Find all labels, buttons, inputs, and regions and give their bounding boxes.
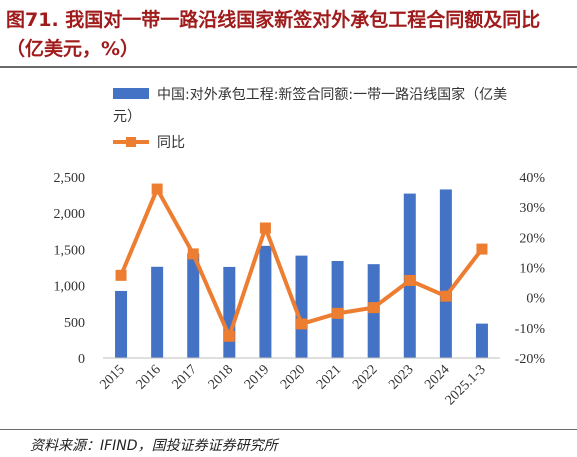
line-series [115,183,488,342]
yoy-point [223,330,235,342]
right-axis-tick-label: 10% [519,262,545,277]
bar [439,189,452,358]
left-axis-tick-label: 1,500 [54,243,86,258]
legend: 中国:对外承包工程:新签合同额:一带一路沿线国家（亿美元） 同比 [113,86,507,151]
x-axis-tick-label: 2024 [422,362,452,392]
bar [187,253,200,358]
x-axis: 2015 2016 2017 2018 2019 2020 2021 2022 2023 2024… [97,362,488,408]
footer-divider [0,429,577,430]
yoy-point [332,307,344,319]
x-axis-tick-label: 2016 [134,362,164,392]
x-axis-tick-label: 2015 [97,362,127,392]
yoy-point [476,243,488,255]
left-axis-tick-label: 500 [64,316,85,331]
bar [223,266,236,358]
legend-line-label: 同比 [157,135,185,151]
legend-bar-label-line: 元） [113,109,141,125]
x-axis-tick-label: 2020 [278,362,308,392]
bar [295,255,308,358]
chart-title: 图71. 我国对一带一路沿线国家新签对外承包工程合同额及同比（亿美元，%） [6,9,541,60]
x-axis-tick-label: 2023 [386,362,416,392]
yoy-point [404,274,416,286]
bar [115,290,128,358]
right-axis-tick-label: 40% [519,171,545,186]
right-axis-tick-label: 0% [526,292,545,307]
left-axis-tick-label: 1,000 [54,280,86,295]
right-axis: -20% -10% 0% 10% 20% 30% 40% [515,171,546,367]
yoy-point [296,318,307,330]
legend-line-marker [126,137,136,147]
title-divider [0,66,577,68]
yoy-point [259,222,271,234]
left-axis: 0 500 1,000 1,500 2,000 2,500 [54,171,86,367]
left-axis-tick-label: 2,500 [54,171,86,186]
legend-bar-label-line: 中国:对外承包工程:新签合同额:一带一路沿线国家（亿美 [157,86,507,103]
x-axis-tick-label: 2017 [170,362,200,392]
bar [151,266,164,358]
right-axis-tick-label: 20% [519,231,545,246]
right-axis-tick-label: -20% [515,352,546,367]
right-axis-tick-label: 30% [519,201,545,216]
legend-bar-swatch [113,88,149,99]
x-axis-tick-label: 2022 [350,362,380,392]
yoy-point [440,290,452,302]
bar [475,323,488,358]
yoy-point [187,248,199,260]
source-note: 资料来源：IFIND，国投证券证券研究所 [30,438,278,454]
bar [259,245,272,358]
left-axis-tick-label: 2,000 [54,207,86,222]
right-axis-tick-label: -10% [515,322,546,337]
legend-bar-label: 中国:对外承包工程:新签合同额:一带一路沿线国家（亿美元） [113,86,507,125]
yoy-point [115,269,127,281]
yoy-point [151,183,163,195]
yoy-point [368,302,380,314]
x-axis-tick-label: 2025.1-3 [443,362,489,408]
x-axis-tick-label: 2021 [314,362,344,392]
x-axis-tick-label: 2018 [206,362,236,392]
left-axis-tick-label: 0 [78,352,85,367]
x-axis-tick-label: 2019 [242,362,272,392]
